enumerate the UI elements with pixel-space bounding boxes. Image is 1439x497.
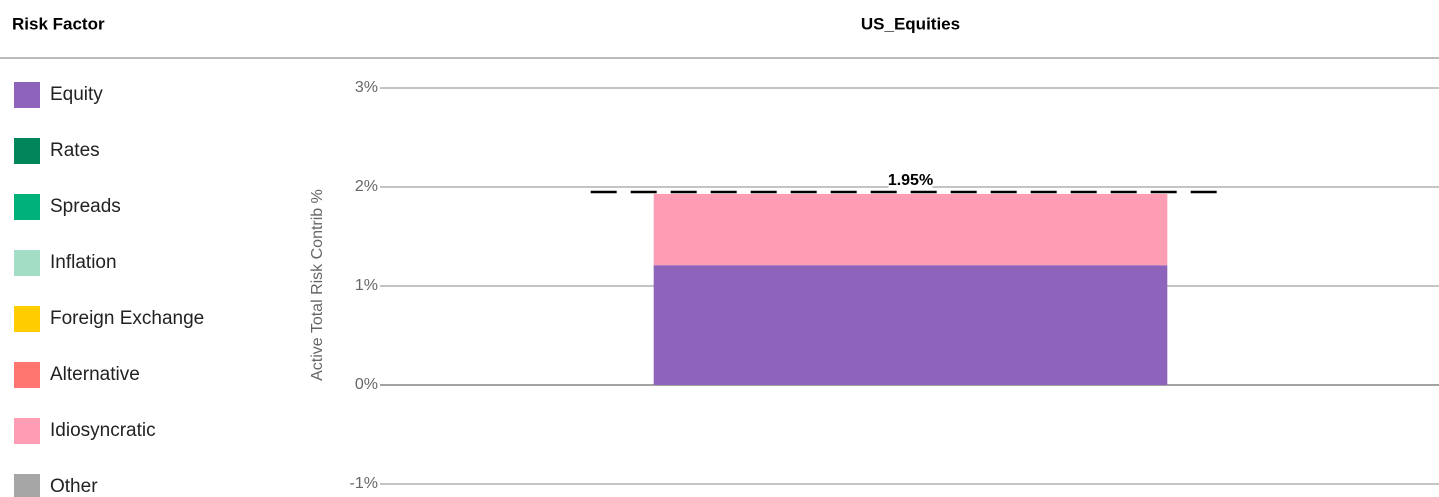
y-axis-label: Active Total Risk Contrib % bbox=[309, 189, 326, 381]
legend-swatch bbox=[14, 418, 40, 444]
y-tick-label: 1% bbox=[355, 277, 378, 294]
legend-label: Other bbox=[50, 476, 98, 497]
legend-swatch bbox=[14, 474, 40, 497]
legend-swatch bbox=[14, 194, 40, 220]
legend-label: Foreign Exchange bbox=[50, 308, 204, 329]
legend-label: Alternative bbox=[50, 364, 140, 385]
legend-label: Spreads bbox=[50, 196, 121, 217]
legend-swatch bbox=[14, 250, 40, 276]
legend-swatch bbox=[14, 138, 40, 164]
legend-swatch bbox=[14, 306, 40, 332]
total-label-bg bbox=[888, 171, 933, 189]
legend-label: Equity bbox=[50, 84, 103, 105]
bar-segment bbox=[653, 193, 1168, 266]
category-header: US_Equities bbox=[861, 14, 960, 33]
total-label: 1.95% bbox=[888, 172, 933, 189]
legend-swatch bbox=[14, 82, 40, 108]
legend-swatch bbox=[14, 362, 40, 388]
legend-label: Idiosyncratic bbox=[50, 420, 156, 441]
y-tick-label: 0% bbox=[355, 376, 378, 393]
y-tick-label: 3% bbox=[355, 79, 378, 96]
legend-title: Risk Factor bbox=[12, 14, 105, 33]
legend-label: Rates bbox=[50, 140, 100, 161]
bar-segment bbox=[653, 265, 1168, 385]
legend-label: Inflation bbox=[50, 252, 117, 273]
y-tick-label: 2% bbox=[355, 178, 378, 195]
y-tick-label: -1% bbox=[350, 475, 378, 492]
